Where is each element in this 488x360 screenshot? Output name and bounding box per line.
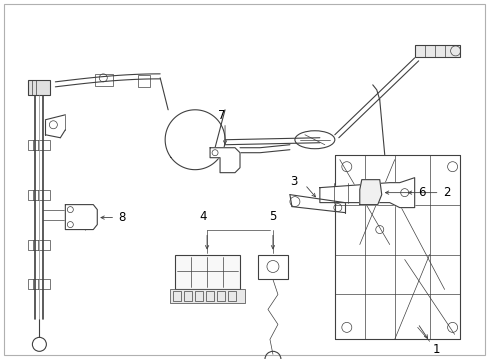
Polygon shape [319,178,414,208]
Bar [28,140,50,150]
Bar [205,292,214,301]
Bar [227,292,236,301]
Polygon shape [210,148,240,173]
Text: 3: 3 [289,175,297,188]
Text: 4: 4 [199,210,206,222]
Bar [217,292,224,301]
Bar [184,292,192,301]
Bar [28,279,50,289]
Text: 5: 5 [268,210,276,222]
Text: 6: 6 [417,186,424,199]
Text: 1: 1 [432,343,439,356]
Bar [28,239,50,249]
Bar [138,75,150,87]
Bar [170,289,244,303]
Bar [175,255,240,289]
Bar [28,80,50,95]
Text: 7: 7 [218,109,225,122]
Text: 8: 8 [118,211,125,224]
Polygon shape [65,204,97,230]
Bar [414,45,459,57]
Bar [95,74,113,86]
Bar [28,190,50,200]
Bar [173,292,181,301]
Polygon shape [359,180,381,204]
Text: 2: 2 [442,186,449,199]
Bar [195,292,203,301]
Bar [258,255,287,279]
